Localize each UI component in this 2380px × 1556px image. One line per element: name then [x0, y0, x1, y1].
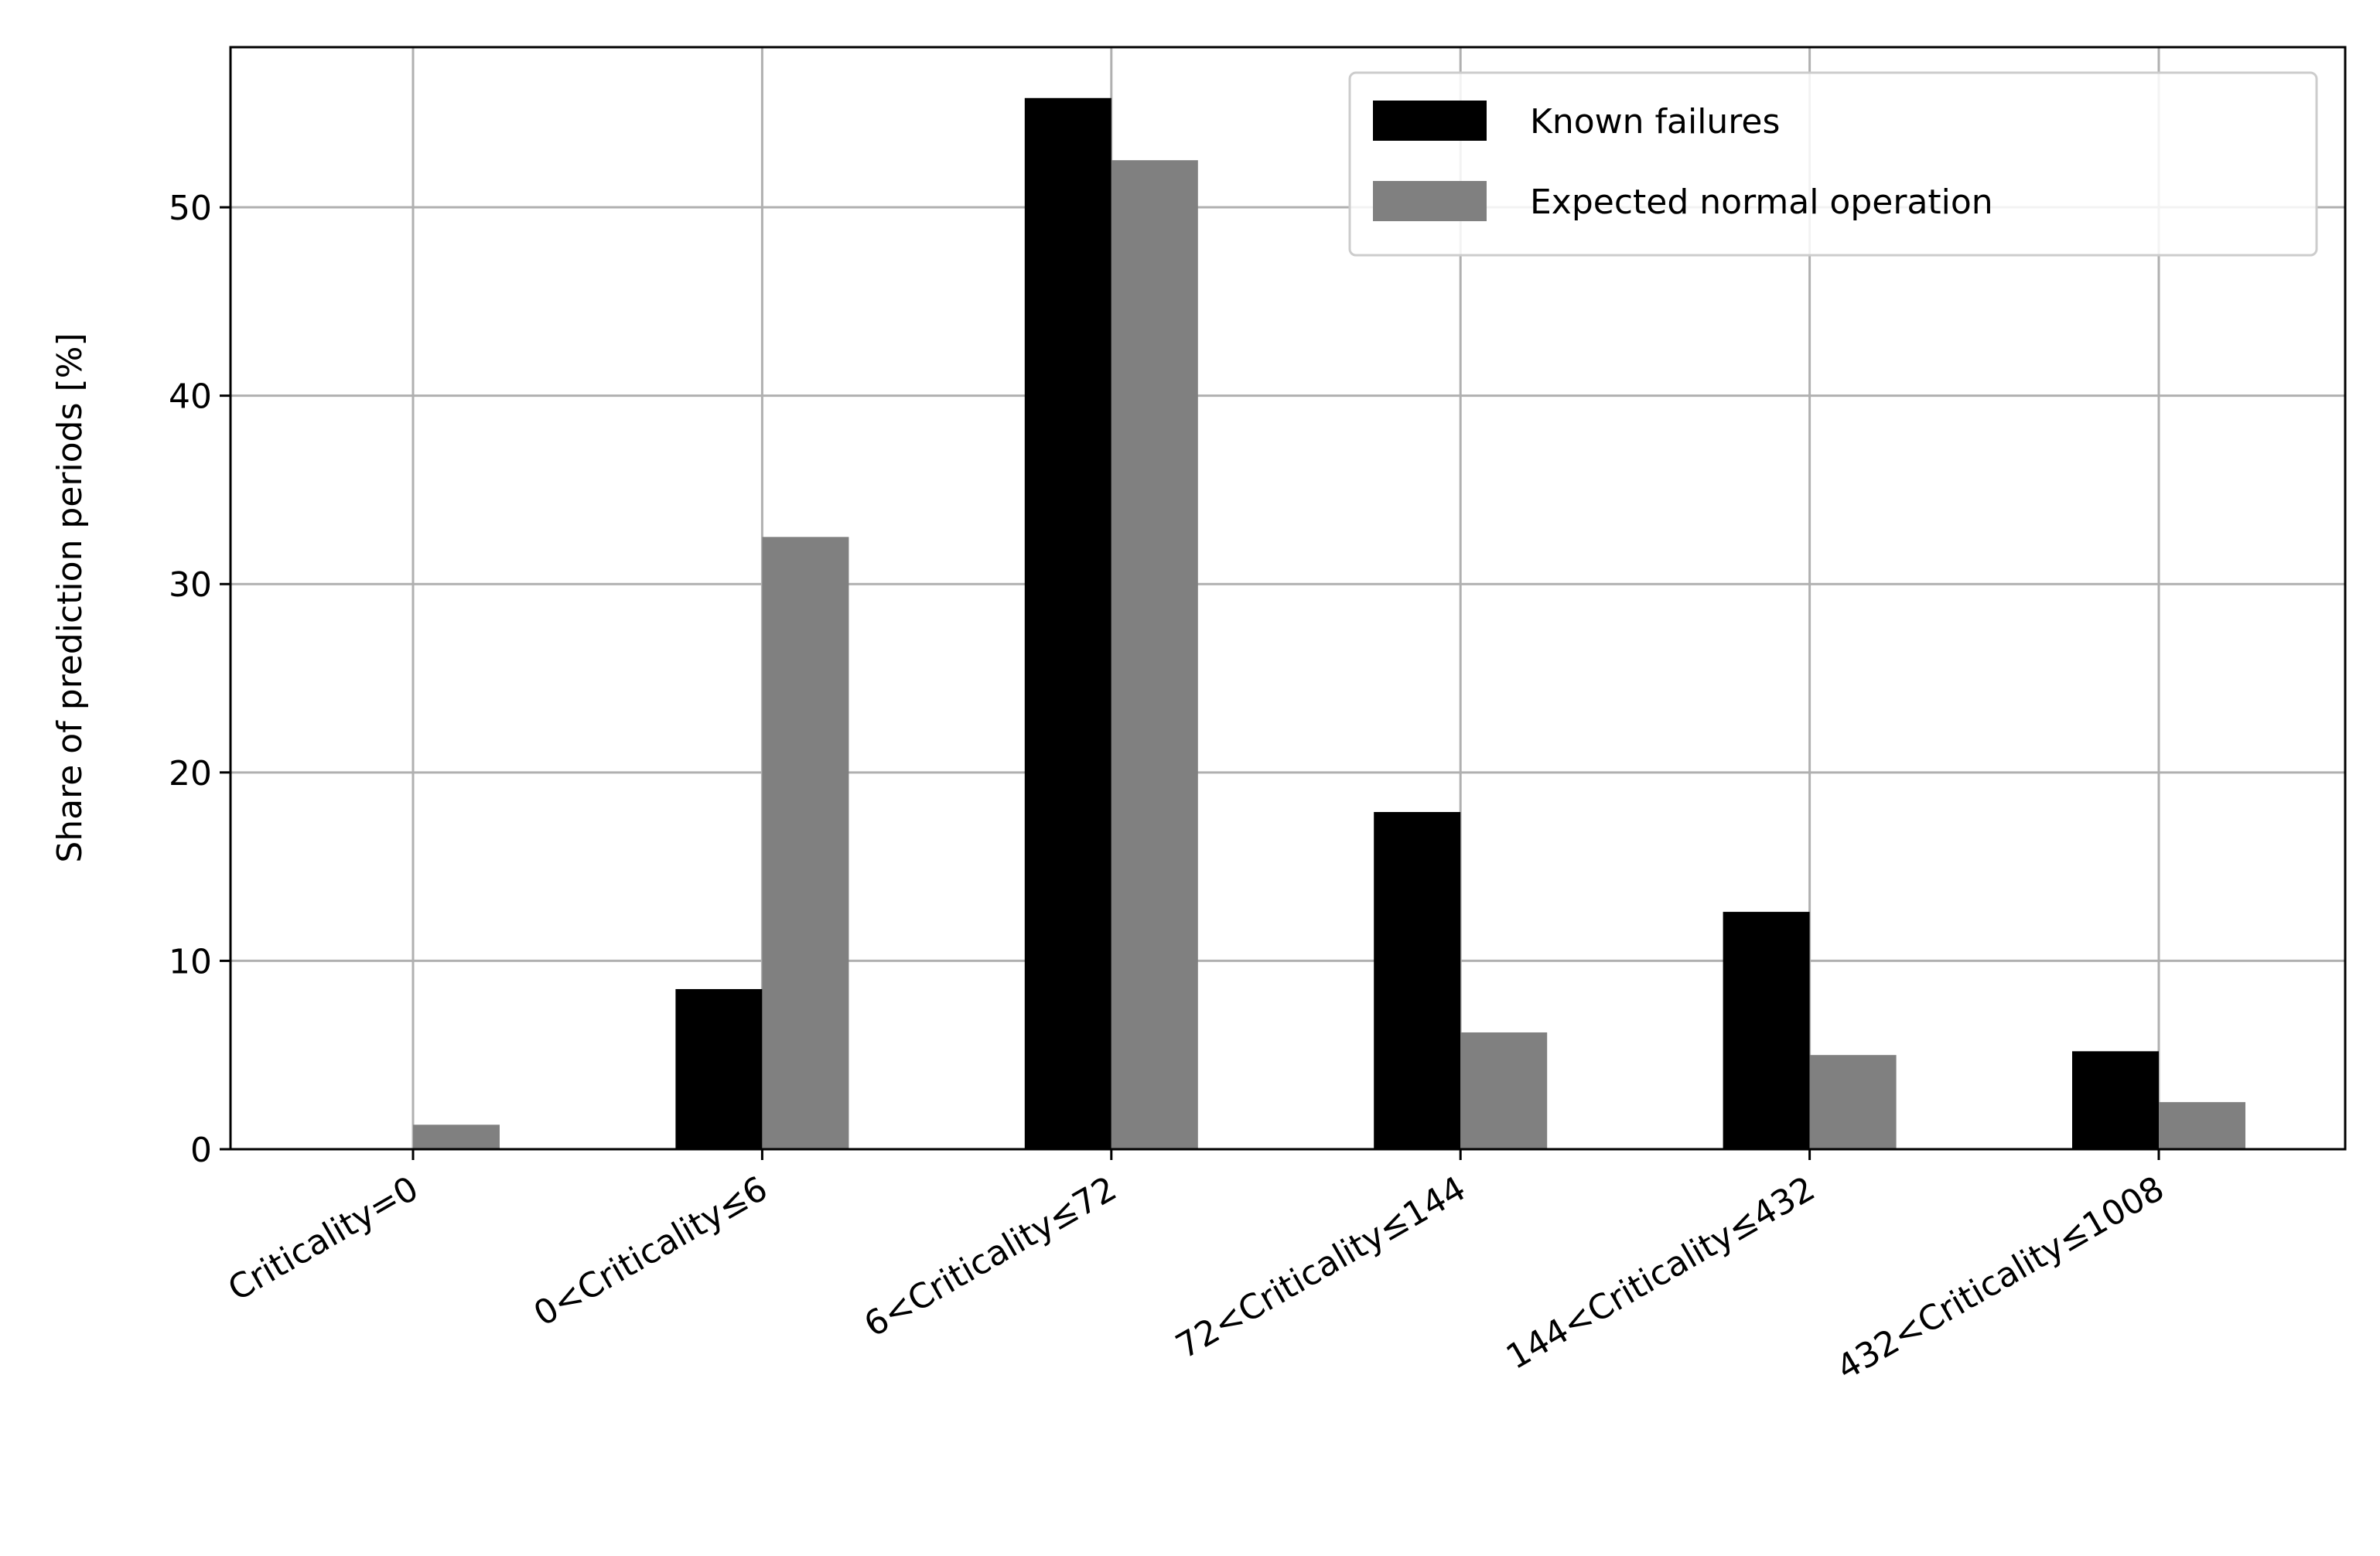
bar: [2072, 1051, 2159, 1149]
y-tick-label: 20: [169, 754, 212, 793]
legend: Known failures Expected normal operation: [1348, 71, 2318, 257]
bar: [2159, 1102, 2245, 1149]
y-tick-label: 30: [169, 565, 212, 605]
legend-label: Known failures: [1530, 102, 1780, 142]
y-axis-label: Share of prediction periods [%]: [50, 333, 90, 862]
bar: [1374, 811, 1461, 1149]
legend-box: [1348, 71, 2318, 257]
bar: [762, 537, 849, 1149]
x-tick-label: 0<Criticality≤6: [528, 1169, 774, 1334]
legend-swatch: [1373, 181, 1487, 221]
legend-label: Expected normal operation: [1530, 183, 1993, 222]
x-tick-label: Criticality=0: [221, 1169, 425, 1309]
x-tick-label: 6<Criticality≤72: [858, 1169, 1123, 1345]
plot-frame: [229, 46, 2347, 1151]
y-tick-label: 10: [169, 942, 212, 981]
y-tick-label: 50: [169, 189, 212, 228]
bar: [413, 1124, 500, 1149]
y-tick-label: 0: [190, 1131, 212, 1170]
x-tick-label: 72<Criticality≤144: [1170, 1169, 1473, 1367]
y-tick-label: 40: [169, 377, 212, 417]
bar: [1723, 912, 1810, 1149]
x-tick-label: 144<Criticality≤432: [1500, 1169, 1822, 1377]
bar: [1024, 97, 1111, 1149]
bar: [675, 988, 763, 1149]
bars: [413, 97, 2245, 1150]
x-tick-label: 432<Criticality≤1008: [1830, 1169, 2170, 1388]
bar: [1111, 160, 1198, 1150]
bar: [1460, 1032, 1548, 1149]
legend-swatch: [1373, 101, 1487, 141]
bar: [1809, 1055, 1897, 1149]
